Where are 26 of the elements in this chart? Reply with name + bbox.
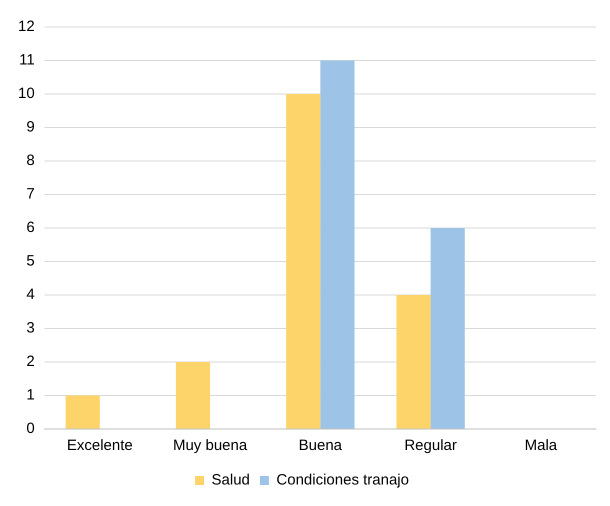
bar <box>430 228 465 428</box>
bar <box>320 60 355 428</box>
legend-label: Condiciones tranajo <box>276 472 409 489</box>
y-tick-label: 4 <box>26 286 35 304</box>
bar <box>286 94 320 428</box>
bar <box>396 295 431 428</box>
x-tick-label: Muy buena <box>172 437 248 454</box>
y-tick-label: 6 <box>26 219 35 236</box>
y-tick-label: 1 <box>26 386 35 404</box>
y-tick-label: 12 <box>18 18 35 36</box>
y-tick-label: 10 <box>18 85 35 102</box>
y-tick-label: 11 <box>19 52 35 69</box>
y-tick-label: 2 <box>26 353 35 370</box>
bar <box>66 396 100 428</box>
y-tick-label: 0 <box>26 420 35 438</box>
y-tick-label: 3 <box>26 320 35 337</box>
y-tick-label: 5 <box>26 252 35 270</box>
legend-label: Salud <box>212 472 250 489</box>
x-tick-label: Regular <box>404 437 457 454</box>
x-tick-label: Mala <box>524 437 558 454</box>
y-tick-label: 7 <box>26 186 35 203</box>
bar <box>176 362 210 428</box>
y-tick-label: 8 <box>26 152 35 170</box>
x-tick-label: Excelente <box>66 437 133 454</box>
y-tick-label: 9 <box>26 118 35 136</box>
x-tick-label: Buena <box>298 437 343 454</box>
